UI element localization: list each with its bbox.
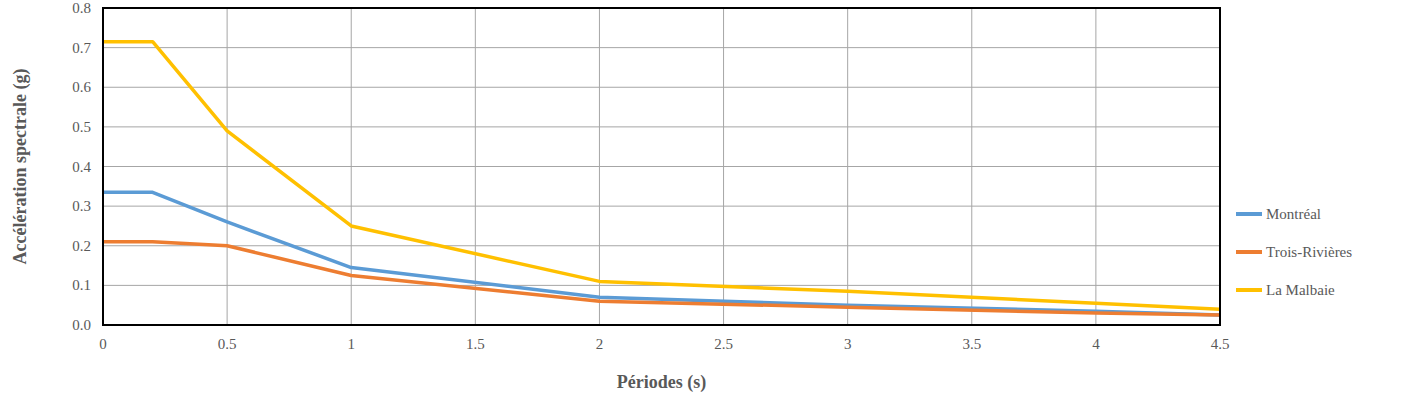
x-grid-line — [971, 8, 972, 325]
y-tick-label: 0.6 — [72, 79, 91, 95]
series-line — [103, 42, 1220, 309]
legend-swatch — [1236, 250, 1262, 254]
y-grid-line — [103, 47, 1220, 48]
x-tick-label: 2 — [596, 336, 604, 352]
y-grid-line — [103, 245, 1220, 246]
axes: 0.0 0.1 0.2 0.3 0.4 0.5 0.6 0.7 0.8 0 0.5 1 1.5 2 2.5 3… — [72, 0, 1229, 352]
y-tick-label: 0.1 — [72, 277, 91, 293]
grid — [103, 8, 1220, 325]
x-tick-label: 4.5 — [1211, 336, 1230, 352]
chart-container: 0.0 0.1 0.2 0.3 0.4 0.5 0.6 0.7 0.8 0 0.5 1 1.5 2 2.5 3… — [0, 0, 1407, 402]
legend-swatch — [1236, 288, 1262, 292]
x-grid-line — [351, 8, 352, 325]
y-tick-label: 0.2 — [72, 238, 91, 254]
x-tick-label: 2.5 — [714, 336, 733, 352]
legend-label: Trois-Rivières — [1266, 244, 1352, 260]
x-tick-label: 1.5 — [466, 336, 485, 352]
x-tick-label: 0.5 — [218, 336, 237, 352]
legend-label: Montréal — [1266, 206, 1321, 222]
x-tick-label: 4 — [1092, 336, 1100, 352]
x-grid-line — [599, 8, 600, 325]
legend-label: La Malbaie — [1266, 282, 1335, 298]
y-tick-label: 0.0 — [72, 317, 91, 333]
y-axis-title: Accélération spectrale (g) — [10, 69, 31, 265]
x-tick-label: 3.5 — [962, 336, 981, 352]
background — [0, 0, 1407, 402]
y-tick-label: 0.3 — [72, 198, 91, 214]
x-tick-label: 0 — [99, 336, 107, 352]
chart-svg: 0.0 0.1 0.2 0.3 0.4 0.5 0.6 0.7 0.8 0 0.5 1 1.5 2 2.5 3… — [0, 0, 1407, 402]
series-line — [103, 242, 1220, 315]
y-tick-label: 0.5 — [72, 119, 91, 135]
x-tick-label: 1 — [347, 336, 355, 352]
x-grid-line — [227, 8, 228, 325]
y-grid-line — [103, 87, 1220, 88]
y-grid-line — [103, 206, 1220, 207]
legend: Montréal Trois-Rivières La Malbaie — [1236, 206, 1352, 298]
plot-frame — [103, 8, 1220, 325]
x-tick-label: 3 — [844, 336, 852, 352]
y-grid-line — [103, 126, 1220, 127]
y-tick-label: 0.7 — [72, 40, 91, 56]
x-axis-title: Périodes (s) — [617, 372, 706, 393]
x-grid-line — [723, 8, 724, 325]
x-grid-line — [475, 8, 476, 325]
y-tick-label: 0.4 — [72, 159, 91, 175]
y-tick-label: 0.8 — [72, 0, 91, 16]
x-grid-line — [847, 8, 848, 325]
legend-swatch — [1236, 212, 1262, 216]
series-line — [103, 192, 1220, 315]
x-grid-line — [1095, 8, 1096, 325]
plot-data — [103, 42, 1220, 315]
